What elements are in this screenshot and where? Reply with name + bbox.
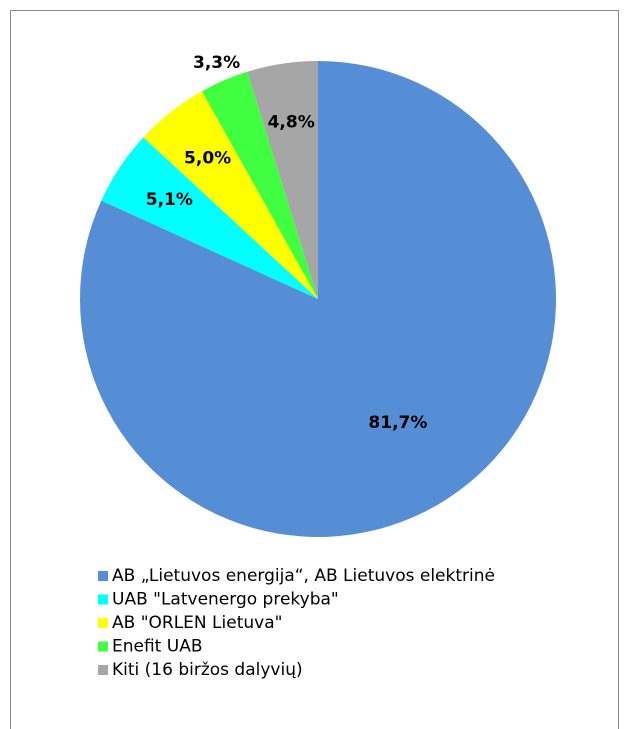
legend-swatch	[98, 594, 108, 605]
pie-slice	[247, 61, 318, 299]
pie-slice	[201, 71, 318, 300]
data-label: 81,7%	[368, 413, 427, 433]
data-label: 5,0%	[184, 149, 231, 169]
data-label: 4,8%	[268, 113, 315, 133]
pie-slice	[101, 137, 318, 299]
legend-swatch	[98, 665, 108, 675]
pie-slice	[143, 91, 318, 299]
pie-slice	[79, 61, 556, 538]
legend-label: UAB "Latvenergo prekyba"	[112, 590, 339, 610]
legend-swatch	[98, 641, 108, 652]
legend-label: AB "ORLEN Lietuva"	[112, 613, 282, 633]
legend-label: Kiti (16 biržos dalyvių)	[112, 660, 303, 680]
data-label: 5,1%	[146, 190, 193, 210]
data-label: 3,3%	[193, 53, 240, 73]
legend-swatch	[98, 571, 108, 581]
legend-label: Enefit UAB	[112, 637, 203, 657]
legend-swatch	[98, 618, 108, 628]
legend-label: AB „Lietuvos energija“, AB Lietuvos elek…	[112, 566, 495, 586]
